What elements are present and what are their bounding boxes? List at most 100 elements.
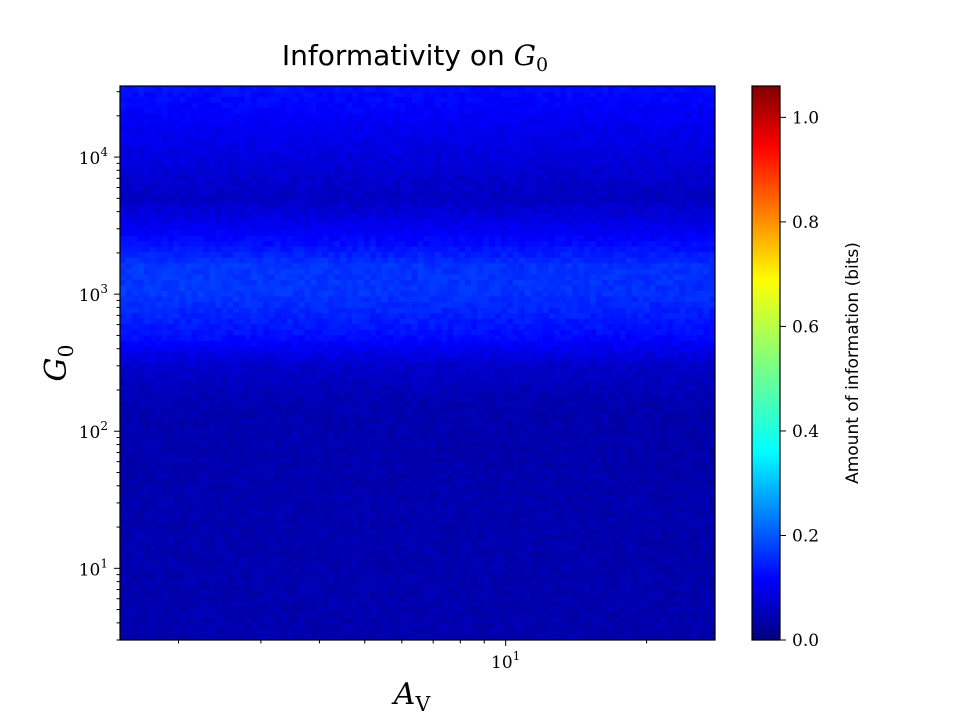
heatmap-cell (655, 218, 662, 225)
heatmap-cell (173, 119, 180, 126)
heatmap-cell (381, 141, 389, 148)
heatmap-cell (643, 91, 650, 98)
heatmap-cell (494, 213, 502, 220)
heatmap-cell (560, 307, 567, 314)
heatmap-cell (643, 324, 650, 331)
heatmap-cell (435, 218, 442, 225)
heatmap-cell (143, 207, 151, 214)
heatmap-cell (500, 279, 508, 286)
heatmap-cell (203, 241, 210, 248)
heatmap-cell (209, 91, 216, 98)
heatmap-cell (125, 268, 133, 275)
heatmap-cell (405, 307, 412, 314)
heatmap-cell (209, 218, 216, 225)
heatmap-cell (363, 224, 371, 231)
heatmap-cell (167, 146, 174, 153)
heatmap-cell (334, 357, 341, 364)
heatmap-cell (346, 108, 353, 115)
heatmap-cell (482, 329, 490, 336)
heatmap-cell (375, 135, 383, 142)
heatmap-cell (221, 241, 228, 248)
heatmap-cell (471, 318, 478, 325)
heatmap-cell (691, 268, 698, 275)
heatmap-cell (375, 252, 383, 259)
heatmap-cell (613, 141, 621, 148)
heatmap-cell (399, 307, 406, 314)
heatmap-cell (631, 329, 639, 336)
heatmap-cell (607, 191, 615, 198)
heatmap-cell (643, 285, 650, 292)
heatmap-cell (274, 207, 282, 214)
heatmap-cell (227, 174, 234, 181)
heatmap-cell (417, 163, 424, 170)
heatmap-cell (685, 241, 692, 248)
heatmap-cell (280, 285, 287, 292)
heatmap-cell (292, 335, 299, 342)
heatmap-cell (477, 202, 484, 209)
heatmap-cell (584, 307, 591, 314)
heatmap-cell (607, 180, 615, 187)
heatmap-cell (530, 274, 537, 281)
heatmap-cell (494, 180, 502, 187)
heatmap-cell (120, 302, 127, 308)
heatmap-cell (209, 285, 216, 292)
heatmap-cell (173, 296, 180, 303)
heatmap-cell (346, 357, 353, 364)
heatmap-cell (215, 86, 222, 92)
heatmap-cell (554, 263, 561, 270)
heatmap-cell (637, 202, 644, 209)
heatmap-cell (453, 102, 460, 109)
heatmap-cell (155, 191, 163, 198)
heatmap-cell (417, 241, 424, 248)
heatmap-cell (137, 196, 145, 203)
heatmap-cell (292, 130, 299, 137)
heatmap-cell (405, 340, 412, 347)
heatmap-cell (631, 246, 639, 253)
heatmap-cell (316, 130, 323, 137)
heatmap-cell (429, 335, 436, 342)
heatmap-cell (161, 302, 168, 308)
heatmap-cell (387, 285, 395, 292)
heatmap-cell (637, 257, 644, 264)
heatmap-cell (417, 268, 424, 275)
heatmap-cell (221, 202, 228, 209)
heatmap-cell (197, 307, 204, 314)
heatmap-cell (649, 119, 656, 126)
heatmap-cell (268, 207, 276, 214)
heatmap-cell (411, 329, 418, 336)
heatmap-cell (203, 224, 210, 231)
heatmap-cell (560, 324, 567, 331)
heatmap-cell (596, 130, 603, 137)
heatmap-cell (143, 340, 151, 347)
heatmap-cell (607, 124, 615, 131)
heatmap-cell (500, 241, 508, 248)
heatmap-cell (125, 285, 133, 292)
heatmap-cell (619, 135, 627, 142)
heatmap-cell (387, 119, 395, 126)
heatmap-cell (655, 158, 662, 164)
heatmap-cell (292, 346, 299, 353)
heatmap-cell (369, 241, 377, 248)
heatmap-cell (120, 191, 127, 198)
heatmap-cell (358, 296, 365, 303)
heatmap-cell (518, 268, 525, 275)
heatmap-cell (334, 196, 341, 203)
heatmap-cell (536, 191, 543, 198)
heatmap-cell (518, 274, 525, 281)
heatmap-cell (369, 285, 377, 292)
heatmap-cell (637, 252, 644, 259)
heatmap-cell (613, 241, 621, 248)
heatmap-cell (613, 202, 621, 209)
heatmap-cell (322, 180, 329, 187)
heatmap-cell (429, 185, 436, 192)
heatmap-cell (560, 97, 567, 104)
heatmap-cell (358, 130, 365, 137)
heatmap-cell (649, 246, 656, 253)
heatmap-cell (274, 268, 282, 275)
heatmap-cell (250, 202, 258, 209)
heatmap-cell (131, 207, 139, 214)
heatmap-cell (482, 246, 490, 253)
heatmap-cell (244, 196, 252, 203)
heatmap-cell (292, 152, 299, 159)
heatmap-cell (447, 108, 454, 115)
